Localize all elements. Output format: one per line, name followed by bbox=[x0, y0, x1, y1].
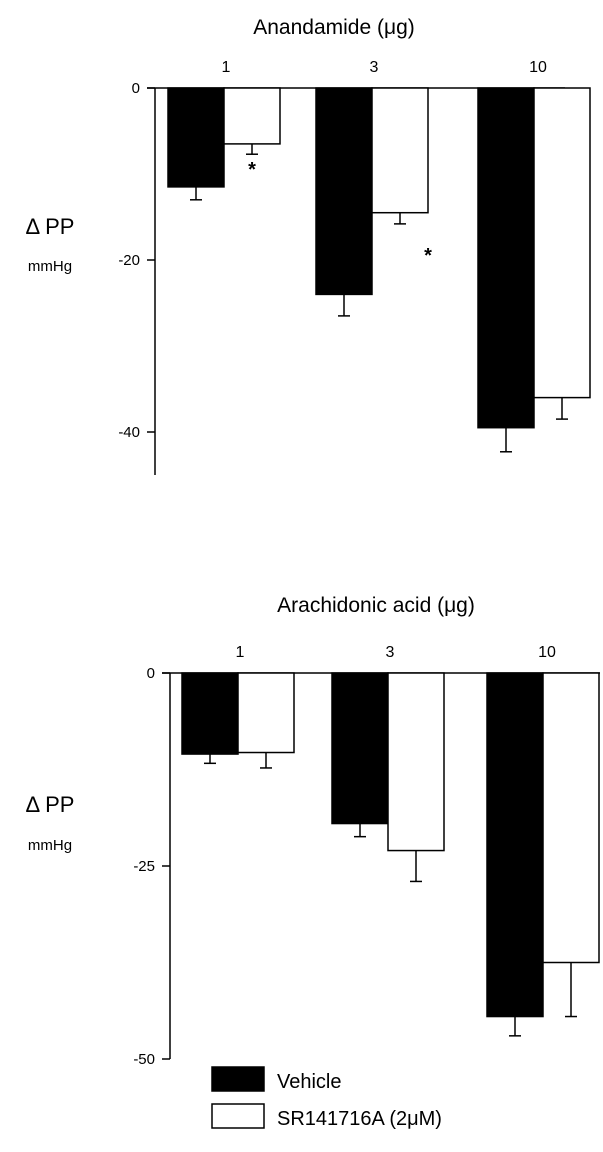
chart-2-category-label: 10 bbox=[538, 644, 556, 661]
legend-swatch-sr141716a bbox=[211, 1103, 265, 1129]
chart-1-bars bbox=[167, 87, 591, 453]
chart-1-bar-sr141716a bbox=[371, 87, 429, 214]
chart-1-yunit: mmHg bbox=[28, 258, 72, 275]
chart-1-significance-mark: * bbox=[424, 245, 432, 267]
chart-1-category-label: 1 bbox=[222, 59, 231, 76]
chart-2-category-label: 1 bbox=[236, 644, 245, 661]
chart-2-bar-vehicle bbox=[181, 672, 239, 755]
chart-1-y-tick-label: 0 bbox=[132, 80, 140, 97]
chart-2-yunit: mmHg bbox=[28, 837, 72, 854]
chart-2-y-tick-label: -50 bbox=[133, 1051, 155, 1068]
chart-arachidonic-acid: Arachidonic acid (μg) Δ PP mmHg 1 3 10 0 -2… bbox=[26, 594, 600, 1068]
chart-2-ylabel: Δ PP bbox=[26, 792, 75, 817]
chart-1-significance-mark: * bbox=[248, 159, 256, 181]
chart-2-bar-vehicle bbox=[331, 672, 389, 825]
chart-1-category-label: 3 bbox=[370, 59, 379, 76]
chart-1-bar-sr141716a bbox=[223, 87, 281, 145]
chart-1-y-tick-labels: 0 -20 -40 bbox=[118, 80, 140, 441]
chart-anandamide: Anandamide (μg) Δ PP mmHg 1 3 10 0 -20 -40 *… bbox=[26, 16, 591, 475]
chart-1-bar-sr141716a bbox=[533, 87, 591, 399]
chart-1-category-labels: 1 3 10 bbox=[222, 59, 547, 76]
chart-1-category-label: 10 bbox=[529, 59, 547, 76]
chart-2-bar-vehicle bbox=[486, 672, 544, 1018]
chart-1-y-tick-label: -40 bbox=[118, 424, 140, 441]
chart-2-bars bbox=[181, 672, 600, 1037]
legend-label-vehicle: Vehicle bbox=[277, 1071, 342, 1093]
chart-2-y-tick-labels: 0 -25 -50 bbox=[133, 665, 155, 1068]
legend: Vehicle SR141716A (2μM) bbox=[211, 1066, 442, 1130]
chart-1-annotations: ** bbox=[248, 159, 432, 267]
chart-2-bar-sr141716a bbox=[542, 672, 600, 964]
chart-2-y-tick-label: -25 bbox=[133, 858, 155, 875]
chart-1-y-tick-label: -20 bbox=[118, 252, 140, 269]
chart-2-category-labels: 1 3 10 bbox=[236, 644, 556, 661]
chart-2-category-label: 3 bbox=[386, 644, 395, 661]
chart-1-title: Anandamide (μg) bbox=[253, 16, 415, 39]
chart-1-ylabel: Δ PP bbox=[26, 214, 75, 239]
chart-1-bar-vehicle bbox=[315, 87, 373, 296]
chart-2-bar-sr141716a bbox=[387, 672, 445, 852]
chart-1-bar-vehicle bbox=[477, 87, 535, 429]
chart-2-title: Arachidonic acid (μg) bbox=[277, 594, 475, 617]
chart-2-y-tick-label: 0 bbox=[147, 665, 155, 682]
chart-1-bar-vehicle bbox=[167, 87, 225, 188]
legend-swatch-vehicle bbox=[211, 1066, 265, 1092]
chart-2-bar-sr141716a bbox=[237, 672, 295, 754]
legend-label-sr141716a: SR141716A (2μM) bbox=[277, 1108, 442, 1130]
